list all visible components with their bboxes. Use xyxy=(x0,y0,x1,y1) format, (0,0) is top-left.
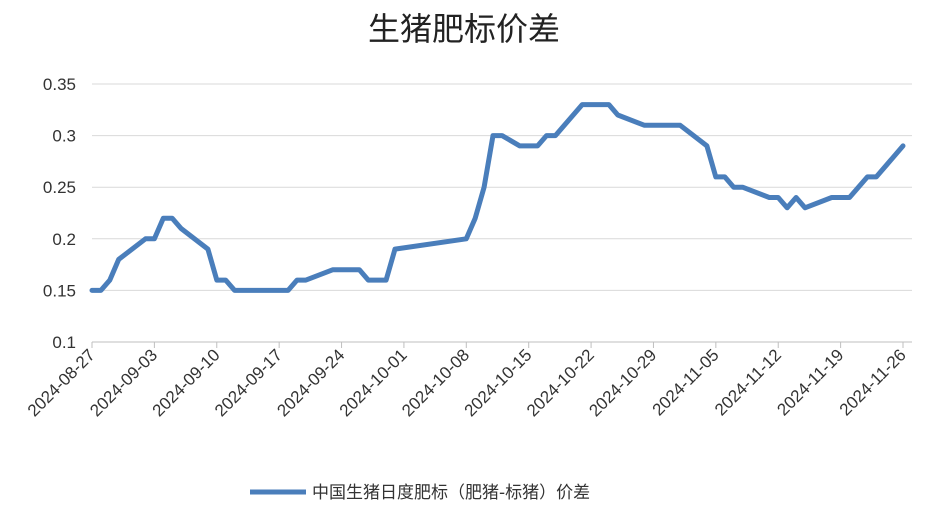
y-tick-label: 0.25 xyxy=(43,178,76,197)
x-tick-label: 2024-11-19 xyxy=(773,345,847,419)
x-tick-label: 2024-10-29 xyxy=(585,345,660,420)
y-tick-label: 0.15 xyxy=(43,281,76,300)
y-tick-label: 0.35 xyxy=(43,75,76,94)
y-axis-ticks: 0.1 0.15 0.2 0.25 0.3 0.35 xyxy=(43,75,76,352)
x-tick-label: 2024-11-05 xyxy=(649,345,723,419)
y-tick-label: 0.2 xyxy=(52,230,76,249)
y-tick-label: 0.1 xyxy=(52,333,76,352)
y-tick-label: 0.3 xyxy=(52,127,76,146)
legend-label: 中国生猪日度肥标（肥猪-标猪）价差 xyxy=(312,483,590,503)
x-axis-ticks: 2024-08-272024-09-032024-09-102024-09-17… xyxy=(24,342,910,420)
chart-title: 生猪肥标价差 xyxy=(368,10,560,48)
gridlines xyxy=(92,83,912,291)
x-tick-label: 2024-11-12 xyxy=(711,345,785,419)
legend: 中国生猪日度肥标（肥猪-标猪）价差 xyxy=(250,483,590,503)
series-group xyxy=(89,102,906,293)
series-line xyxy=(89,102,906,293)
x-tick-label: 2024-11-26 xyxy=(836,345,910,419)
